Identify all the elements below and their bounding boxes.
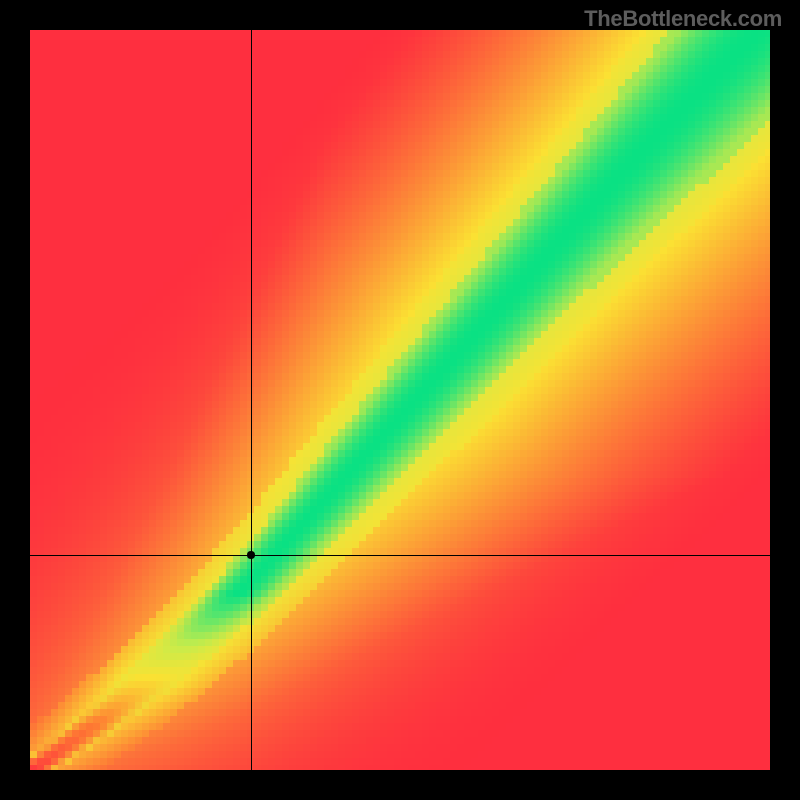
bottleneck-heatmap [0, 0, 800, 800]
watermark-text: TheBottleneck.com [584, 6, 782, 32]
chart-container: TheBottleneck.com [0, 0, 800, 800]
